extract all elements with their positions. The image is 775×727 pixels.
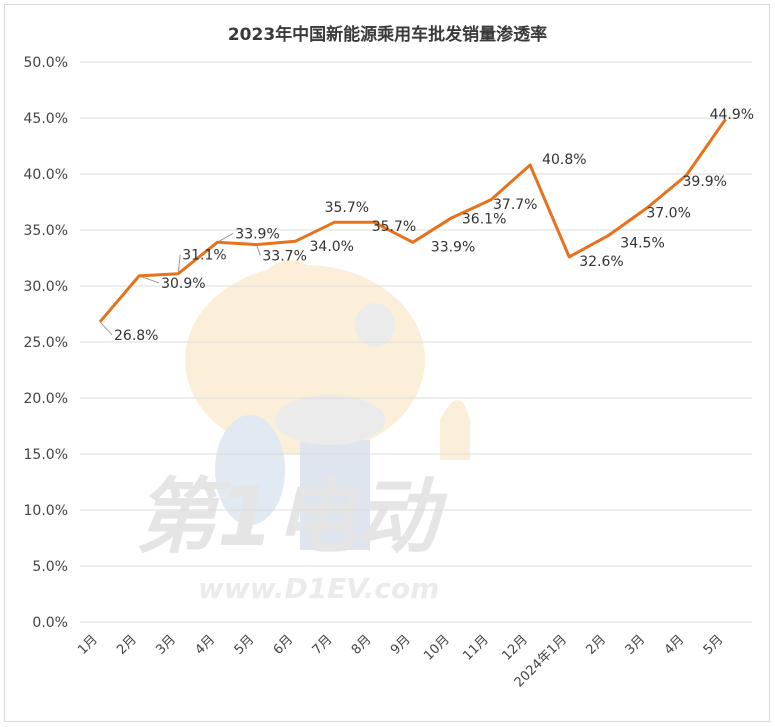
x-tick-label: 3月 (623, 632, 649, 658)
x-tick-label: 3月 (153, 632, 179, 658)
y-tick-label: 15.0% (24, 447, 68, 463)
x-tick-label: 11月 (460, 632, 491, 663)
watermark-brand-text: 第1电动 (135, 470, 448, 565)
data-label: 30.9% (161, 276, 205, 292)
y-tick-label: 10.0% (24, 503, 68, 519)
watermark-logo: 第1电动 www.D1EV.com (135, 260, 470, 605)
watermark-url-text: www.D1EV.com (198, 572, 439, 605)
x-tick-label: 4月 (192, 632, 218, 658)
data-label: 37.7% (493, 197, 537, 213)
x-tick-label: 8月 (349, 632, 375, 658)
chart-title: 2023年中国新能源乘用车批发销量渗透率 (227, 25, 548, 45)
x-tick-label: 2月 (114, 632, 140, 658)
data-label: 34.0% (310, 239, 354, 255)
data-label: 32.6% (579, 254, 623, 270)
x-tick-label: 1月 (75, 632, 101, 658)
label-leader-line (217, 232, 234, 243)
label-leader-line (255, 244, 261, 256)
x-tick-label: 2月 (583, 632, 609, 658)
x-tick-label: 12月 (499, 632, 530, 663)
series-line (98, 118, 727, 323)
data-label: 40.8% (542, 152, 586, 168)
data-label: 36.1% (462, 212, 506, 228)
chart-frame (4, 4, 770, 722)
data-label: 31.1% (182, 248, 226, 264)
x-tick-label: 5月 (701, 632, 727, 658)
data-label: 39.9% (683, 174, 727, 190)
data-label: 33.9% (431, 239, 475, 255)
x-tick-label: 9月 (388, 632, 414, 658)
y-tick-label: 45.0% (24, 111, 68, 127)
label-leader-line (99, 321, 113, 336)
data-label: 44.9% (710, 107, 754, 123)
y-tick-label: 5.0% (32, 559, 68, 575)
data-label: 35.7% (325, 200, 369, 216)
x-tick-label: 4月 (662, 632, 688, 658)
y-tick-label: 40.0% (24, 167, 68, 183)
x-tick-label: 10月 (421, 632, 452, 663)
y-tick-label: 20.0% (24, 391, 68, 407)
x-tick-label: 7月 (310, 632, 336, 658)
data-label: 37.0% (646, 206, 690, 222)
data-label: 35.7% (372, 219, 416, 235)
data-label: 26.8% (114, 328, 158, 344)
x-tick-label: 6月 (271, 632, 297, 658)
y-tick-label: 25.0% (24, 335, 68, 351)
y-tick-label: 50.0% (24, 55, 68, 71)
y-tick-label: 0.0% (32, 615, 68, 631)
label-leader-line (177, 254, 181, 274)
x-tick-label: 5月 (232, 632, 258, 658)
data-label: 34.5% (620, 236, 664, 252)
data-label: 33.9% (235, 226, 279, 242)
y-tick-label: 30.0% (24, 279, 68, 295)
data-label: 33.7% (262, 249, 306, 265)
y-tick-label: 35.0% (24, 223, 68, 239)
